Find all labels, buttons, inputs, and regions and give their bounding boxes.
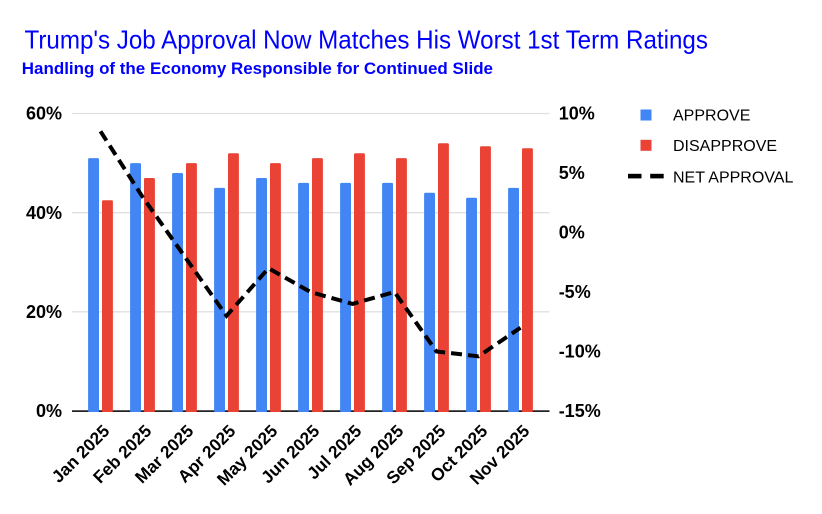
- svg-text:-10%: -10%: [559, 342, 601, 362]
- svg-text:10%: 10%: [559, 104, 595, 124]
- svg-text:-15%: -15%: [559, 401, 601, 421]
- svg-text:20%: 20%: [26, 302, 62, 322]
- svg-text:DISAPPROVE: DISAPPROVE: [673, 138, 777, 155]
- svg-text:0%: 0%: [36, 401, 62, 421]
- svg-text:-5%: -5%: [559, 282, 591, 302]
- svg-text:5%: 5%: [559, 163, 585, 183]
- svg-text:Handling of the Economy Respon: Handling of the Economy Responsible for …: [22, 59, 493, 78]
- svg-text:Trump's Job Approval Now Match: Trump's Job Approval Now Matches His Wor…: [25, 25, 708, 55]
- svg-text:0%: 0%: [559, 223, 585, 243]
- svg-text:60%: 60%: [26, 104, 62, 124]
- svg-text:APPROVE: APPROVE: [673, 107, 750, 124]
- svg-text:40%: 40%: [26, 203, 62, 223]
- svg-text:NET APPROVAL: NET APPROVAL: [673, 169, 793, 186]
